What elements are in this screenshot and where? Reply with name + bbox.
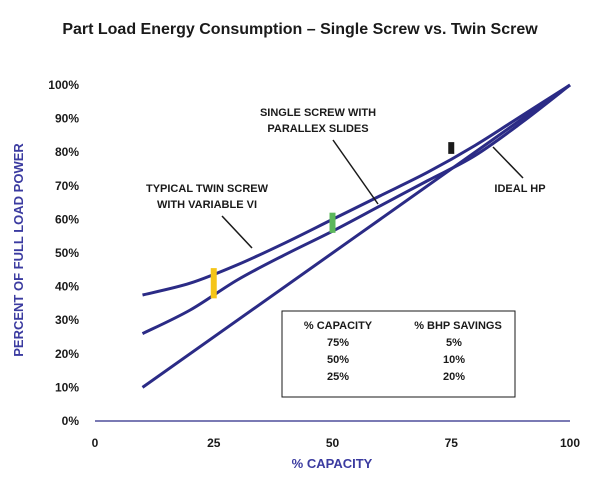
annotation-twin-screw-line2: WITH VARIABLE VI [157, 199, 257, 211]
annotation-twin-screw-line1: TYPICAL TWIN SCREW [146, 183, 269, 195]
x-tick-label: 100 [560, 436, 580, 450]
y-tick-label: 90% [55, 112, 79, 126]
annotation-ideal-hp-leader [492, 146, 524, 179]
savings-bar-50 [329, 212, 336, 233]
table-row-50-savings: 10% [443, 354, 465, 366]
table-row-50-capacity: 50% [327, 354, 349, 366]
x-tick-label: 25 [207, 436, 221, 450]
annotation-ideal-hp: IDEAL HP [492, 146, 546, 195]
y-tick-label: 80% [55, 145, 79, 159]
savings-table: % CAPACITY % BHP SAVINGS 75% 5% 50% 10% … [281, 310, 516, 398]
y-axis-label: PERCENT OF FULL LOAD POWER [11, 143, 26, 357]
savings-bars [210, 142, 455, 299]
savings-bar-25 [210, 268, 217, 299]
x-tick-labels: 0 25 50 75 100 [92, 436, 581, 450]
y-tick-labels: 0% 10% 20% 30% 40% 50% 60% 70% 80% 90% 100% [48, 78, 79, 428]
chart-title: Part Load Energy Consumption – Single Sc… [62, 21, 538, 38]
x-tick-label: 50 [326, 436, 340, 450]
y-tick-label: 50% [55, 246, 79, 260]
series-line-ideal-hp [141, 83, 571, 389]
y-tick-label: 30% [55, 313, 79, 327]
y-tick-label: 100% [48, 78, 79, 92]
annotation-single-screw-leader [332, 139, 379, 205]
y-tick-label: 20% [55, 347, 79, 361]
table-row-75-savings: 5% [446, 337, 462, 349]
savings-bar-75 [448, 142, 455, 154]
annotation-single-screw: SINGLE SCREW WITH PARALLEX SLIDES [260, 107, 379, 205]
annotation-twin-screw: TYPICAL TWIN SCREW WITH VARIABLE VI [146, 183, 269, 249]
table-row-75-capacity: 75% [327, 337, 349, 349]
x-axis-label: % CAPACITY [292, 456, 373, 471]
table-row-25-capacity: 25% [327, 371, 349, 383]
annotation-single-screw-line1: SINGLE SCREW WITH [260, 107, 376, 119]
y-tick-label: 70% [55, 179, 79, 193]
y-tick-label: 10% [55, 380, 79, 394]
annotation-twin-screw-leader [221, 215, 253, 249]
y-tick-label: 60% [55, 212, 79, 226]
table-header-savings: % BHP SAVINGS [414, 320, 502, 332]
x-tick-label: 0 [92, 436, 99, 450]
annotation-ideal-hp-label: IDEAL HP [494, 183, 545, 195]
savings-table-box [281, 310, 516, 398]
x-tick-label: 75 [445, 436, 459, 450]
table-header-capacity: % CAPACITY [304, 320, 373, 332]
table-row-25-savings: 20% [443, 371, 465, 383]
y-tick-label: 40% [55, 280, 79, 294]
y-tick-label: 0% [62, 414, 80, 428]
annotation-single-screw-line2: PARALLEX SLIDES [267, 123, 368, 135]
